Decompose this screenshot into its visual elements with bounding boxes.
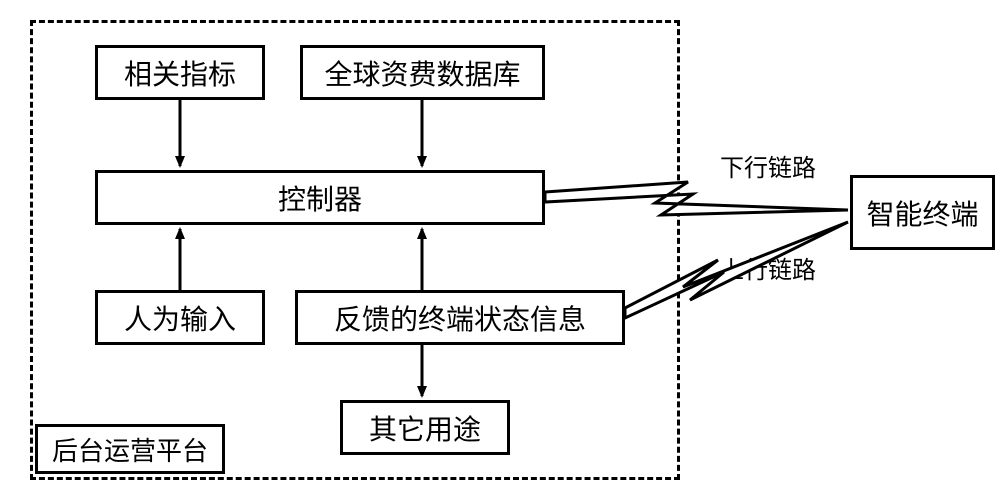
node-metrics: 相关指标 bbox=[95, 45, 265, 100]
node-other-label: 其它用途 bbox=[369, 408, 481, 448]
node-other: 其它用途 bbox=[340, 400, 510, 455]
node-manual-label: 人为输入 bbox=[124, 298, 236, 338]
node-terminal-label: 智能终端 bbox=[866, 193, 978, 233]
link-up-label: 上行链路 bbox=[720, 250, 816, 285]
node-controller: 控制器 bbox=[95, 170, 545, 225]
node-feedback-label: 反馈的终端状态信息 bbox=[334, 298, 586, 338]
node-metrics-label: 相关指标 bbox=[124, 53, 236, 93]
node-terminal: 智能终端 bbox=[850, 175, 995, 250]
node-manual: 人为输入 bbox=[95, 290, 265, 345]
node-tariff-db-label: 全球资费数据库 bbox=[324, 53, 520, 93]
platform-label-box: 后台运营平台 bbox=[35, 424, 225, 474]
diagram-canvas: 后台运营平台 相关指标 全球资费数据库 控制器 人为输入 反馈的终端状态信息 其… bbox=[0, 0, 1000, 500]
link-down-label: 下行链路 bbox=[720, 148, 816, 183]
node-feedback: 反馈的终端状态信息 bbox=[295, 290, 625, 345]
node-tariff-db: 全球资费数据库 bbox=[300, 45, 545, 100]
platform-label: 后台运营平台 bbox=[52, 431, 208, 468]
node-controller-label: 控制器 bbox=[278, 178, 362, 218]
